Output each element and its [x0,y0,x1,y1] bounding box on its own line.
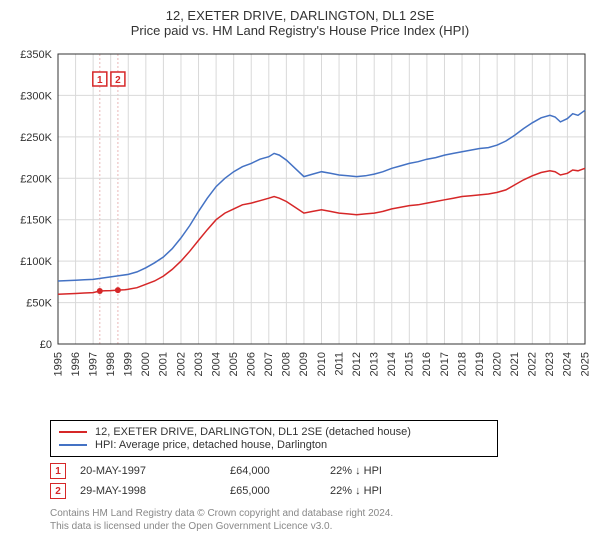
legend-swatch [59,444,87,446]
svg-text:2007: 2007 [263,352,275,376]
svg-text:£150K: £150K [20,215,52,227]
svg-text:£100K: £100K [20,256,52,268]
svg-text:1995: 1995 [52,352,64,376]
sale-price: £65,000 [230,485,330,497]
svg-text:2004: 2004 [210,352,222,376]
svg-text:2005: 2005 [228,352,240,376]
svg-text:2010: 2010 [316,352,328,376]
footnote-line: Contains HM Land Registry data © Crown c… [50,507,590,520]
svg-text:£350K: £350K [20,49,52,61]
svg-text:2015: 2015 [404,352,416,376]
legend-label: 12, EXETER DRIVE, DARLINGTON, DL1 2SE (d… [95,426,411,438]
sale-marker-icon: 1 [50,463,66,479]
svg-text:2000: 2000 [140,352,152,376]
svg-text:2014: 2014 [386,352,398,376]
svg-text:1996: 1996 [70,352,82,376]
svg-text:£50K: £50K [26,298,52,310]
svg-text:2017: 2017 [439,352,451,376]
svg-text:2022: 2022 [527,352,539,376]
svg-text:2025: 2025 [579,352,590,376]
sale-marker-icon: 2 [50,483,66,499]
legend-swatch [59,431,87,433]
svg-text:2: 2 [115,75,121,86]
sale-date: 29-MAY-1998 [80,485,230,497]
svg-text:2016: 2016 [421,352,433,376]
sale-price: £64,000 [230,465,330,477]
footnote-line: This data is licensed under the Open Gov… [50,520,590,533]
sale-delta: 22% ↓ HPI [330,465,440,477]
sale-row: 2 29-MAY-1998 £65,000 22% ↓ HPI [50,483,590,499]
sale-delta: 22% ↓ HPI [330,485,440,497]
svg-text:2020: 2020 [491,352,503,376]
svg-text:2011: 2011 [333,352,345,376]
svg-text:2021: 2021 [509,352,521,376]
legend-item: 12, EXETER DRIVE, DARLINGTON, DL1 2SE (d… [59,426,489,438]
svg-text:£0: £0 [40,339,52,351]
chart-title-line1: 12, EXETER DRIVE, DARLINGTON, DL1 2SE [10,8,590,23]
svg-text:£200K: £200K [20,173,52,185]
svg-text:1: 1 [97,75,103,86]
chart-svg: £0 £50K £100K £150K £200K £250K £300K £350K 1995… [10,44,590,414]
svg-text:2012: 2012 [351,352,363,376]
svg-text:1999: 1999 [123,352,135,376]
svg-text:2018: 2018 [456,352,468,376]
svg-text:2001: 2001 [158,352,170,376]
svg-text:£250K: £250K [20,132,52,144]
svg-text:2009: 2009 [298,352,310,376]
svg-text:2019: 2019 [474,352,486,376]
price-chart: £0 £50K £100K £150K £200K £250K £300K £350K 1995… [10,44,590,414]
svg-text:2006: 2006 [246,352,258,376]
legend-item: HPI: Average price, detached house, Darl… [59,439,489,451]
svg-text:1997: 1997 [87,352,99,376]
svg-text:1998: 1998 [105,352,117,376]
svg-text:2013: 2013 [369,352,381,376]
svg-text:£300K: £300K [20,90,52,102]
chart-title-line2: Price paid vs. HM Land Registry's House … [10,23,590,38]
svg-text:2008: 2008 [281,352,293,376]
svg-text:2024: 2024 [562,352,574,376]
legend: 12, EXETER DRIVE, DARLINGTON, DL1 2SE (d… [50,420,498,457]
legend-label: HPI: Average price, detached house, Darl… [95,439,327,451]
svg-text:2003: 2003 [193,352,205,376]
sale-date: 20-MAY-1997 [80,465,230,477]
sale-row: 1 20-MAY-1997 £64,000 22% ↓ HPI [50,463,590,479]
svg-text:2023: 2023 [544,352,556,376]
footnote: Contains HM Land Registry data © Crown c… [50,507,590,533]
svg-text:2002: 2002 [175,352,187,376]
